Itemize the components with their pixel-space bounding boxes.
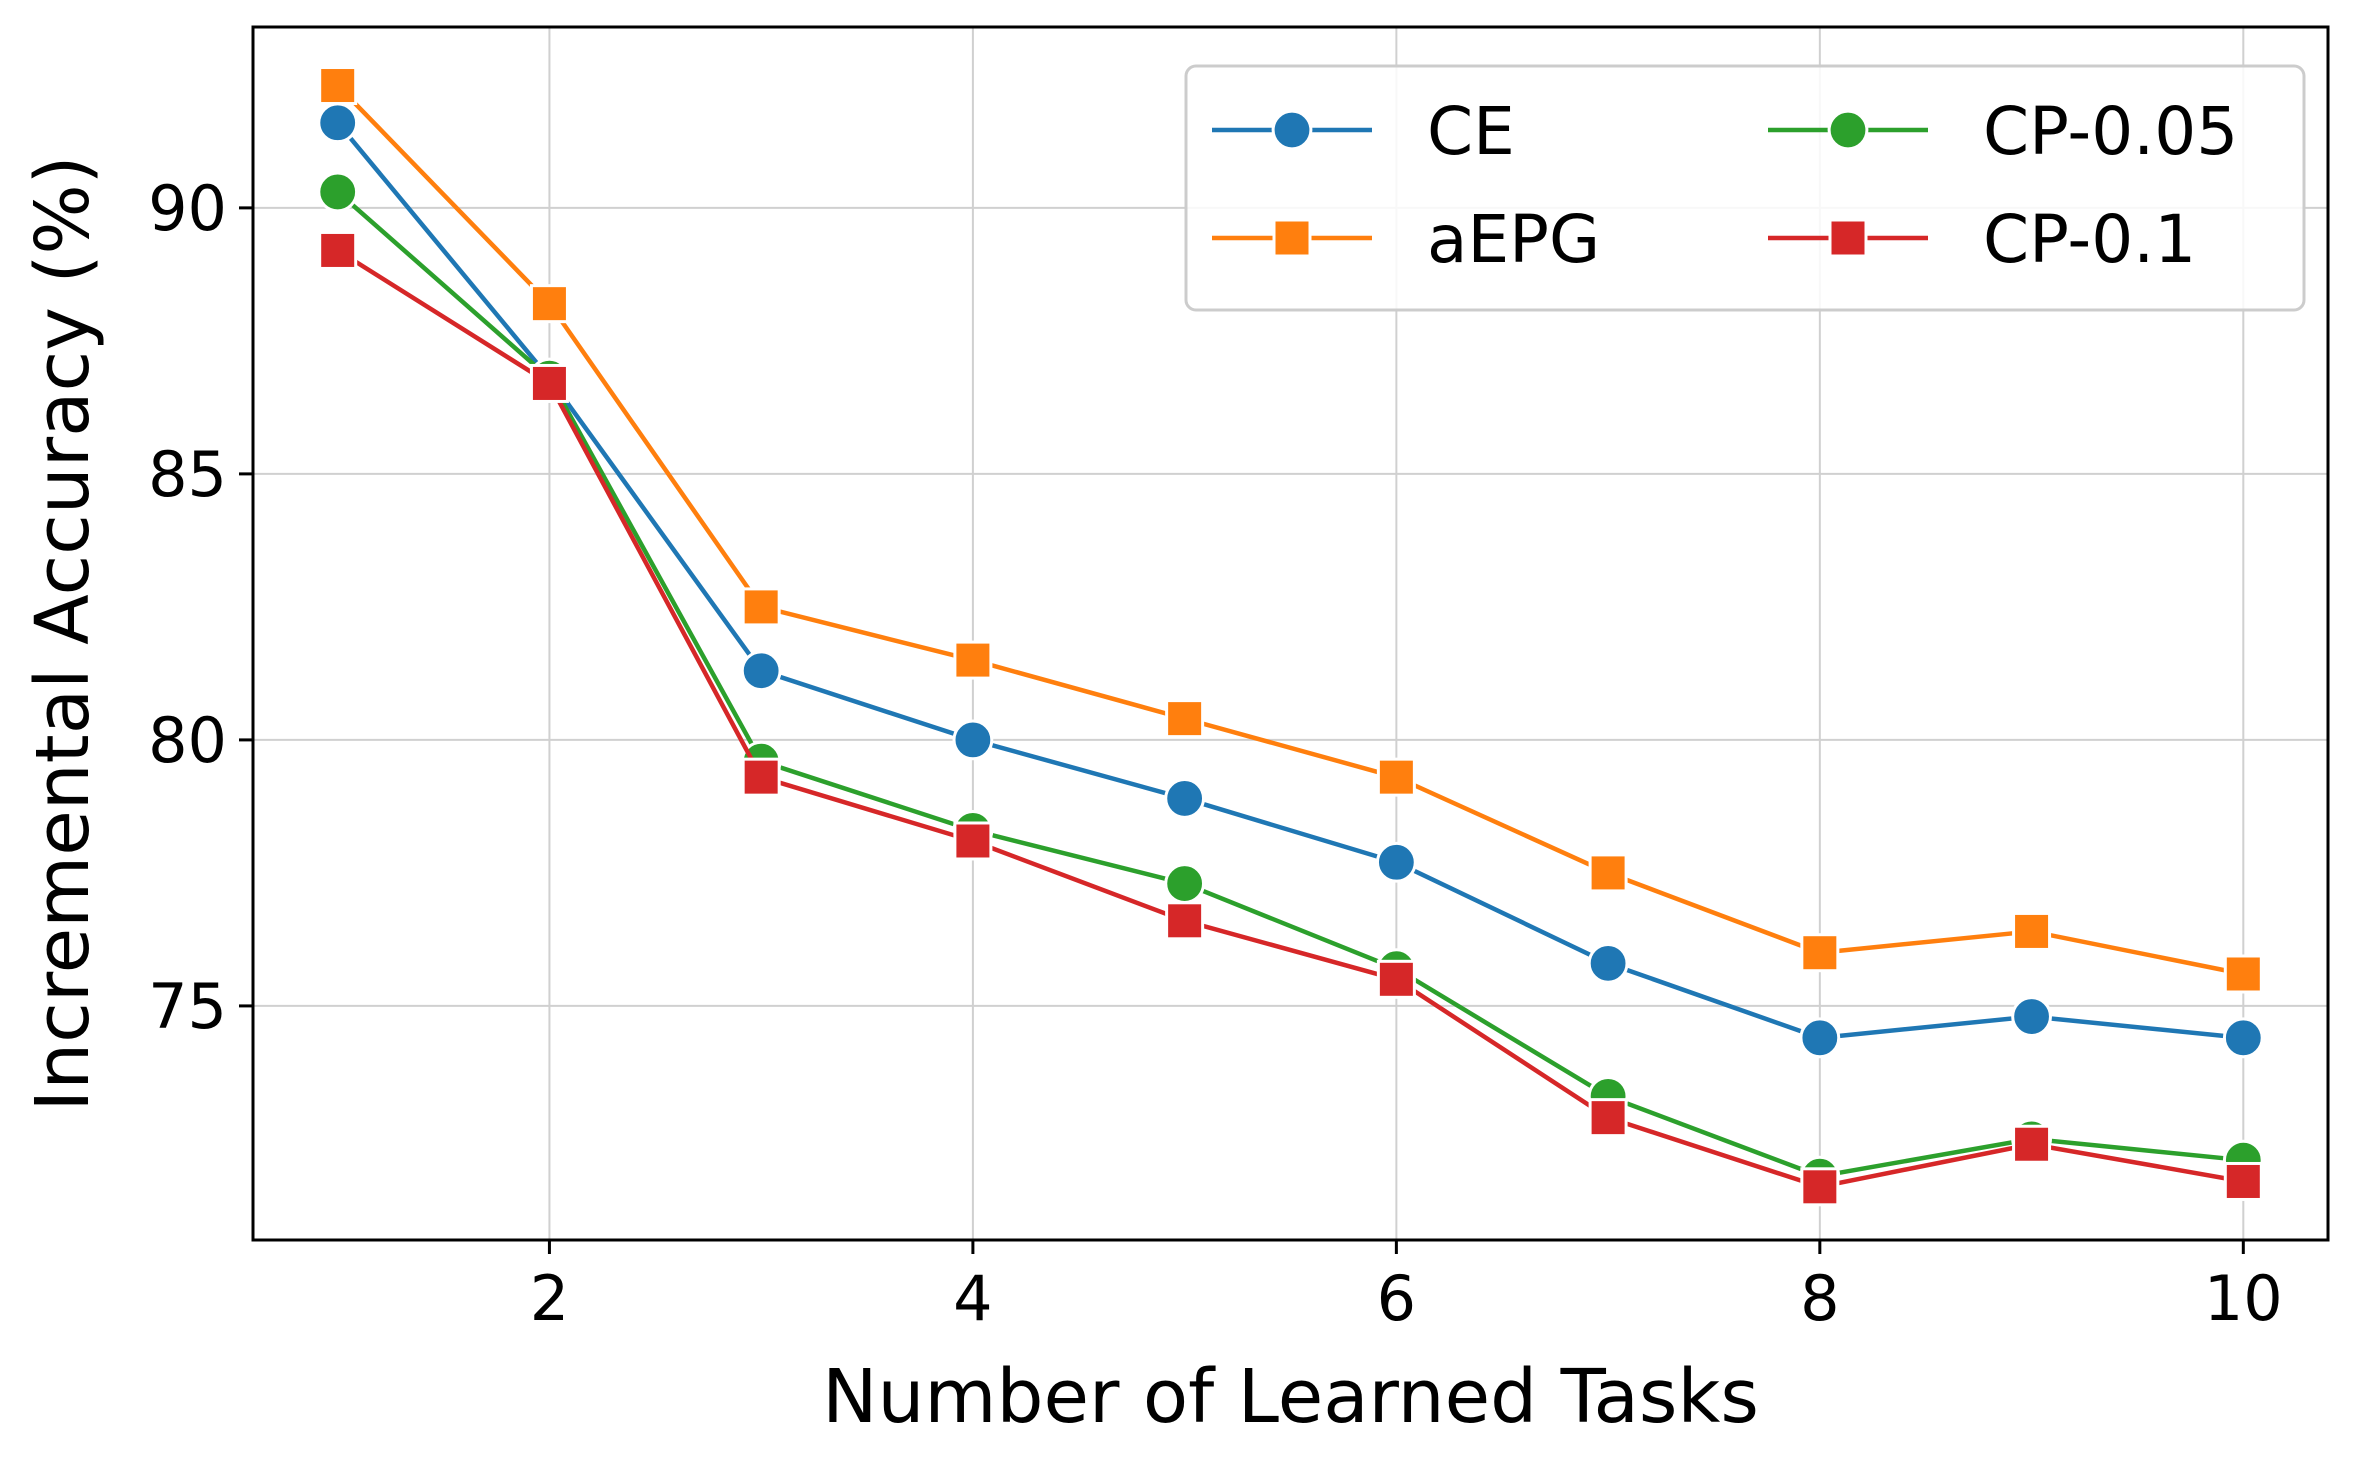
legend-label-aepg: aEPG xyxy=(1427,201,1600,278)
data-point-cp-0-1 xyxy=(1165,901,1205,941)
legend-marker-aepg xyxy=(1272,218,1312,258)
legend-marker-ce xyxy=(1271,109,1313,151)
series-cp-0-05 xyxy=(317,171,2264,1197)
legend-item-ce: CE xyxy=(1212,93,1515,170)
data-point-aepg xyxy=(318,66,358,106)
legend-marker-cp-0-1 xyxy=(1828,218,1868,258)
data-point-ce xyxy=(1799,1017,1841,1059)
y-tick-label: 75 xyxy=(148,970,227,1043)
data-point-cp-0-1 xyxy=(318,230,358,270)
legend-label-cp-0-1: CP-0.1 xyxy=(1983,201,2196,278)
data-point-aepg xyxy=(1800,933,1840,973)
data-point-cp-0-1 xyxy=(1376,959,1416,999)
x-tick-label: 2 xyxy=(530,1262,569,1335)
x-tick-label: 4 xyxy=(953,1262,992,1335)
legend-marker-cp-0-05 xyxy=(1827,109,1869,151)
data-point-cp-0-05 xyxy=(317,171,359,213)
data-point-cp-0-05 xyxy=(1164,863,1206,904)
data-point-aepg xyxy=(2223,954,2263,994)
data-point-ce xyxy=(2222,1017,2264,1059)
data-point-ce xyxy=(1587,942,1629,984)
data-point-aepg xyxy=(529,284,569,324)
series-layer xyxy=(317,66,2264,1207)
legend-item-cp-0-05: CP-0.05 xyxy=(1768,93,2238,170)
legend-item-aepg: aEPG xyxy=(1212,201,1600,278)
legend-items: CE aEPG CP-0.05 CP-0.1 xyxy=(1212,93,2238,278)
data-point-cp-0-1 xyxy=(2223,1161,2263,1201)
data-point-aepg xyxy=(741,587,781,627)
data-point-ce xyxy=(952,719,994,761)
series-cp-0-1 xyxy=(318,230,2263,1207)
plot-area-frame xyxy=(251,25,2330,1242)
data-point-ce xyxy=(740,650,782,692)
series-aepg xyxy=(318,66,2263,994)
data-point-aepg xyxy=(1376,757,1416,797)
data-point-aepg xyxy=(1588,853,1628,893)
x-tick-label: 10 xyxy=(2204,1262,2283,1335)
data-point-cp-0-1 xyxy=(2012,1124,2052,1164)
legend-box xyxy=(1184,64,2306,312)
data-point-ce xyxy=(2011,996,2052,1037)
legend: CE aEPG CP-0.05 CP-0.1 xyxy=(1184,64,2306,312)
x-tick-label: 6 xyxy=(1377,1262,1416,1335)
data-point-cp-0-1 xyxy=(1800,1167,1840,1207)
series-line-aepg xyxy=(336,83,2244,977)
data-point-cp-0-1 xyxy=(953,821,993,861)
legend-label-ce: CE xyxy=(1427,93,1515,170)
data-point-cp-0-1 xyxy=(1588,1098,1628,1138)
y-tick-label: 90 xyxy=(148,172,227,245)
data-point-aepg xyxy=(953,640,993,680)
y-tick-label: 85 xyxy=(148,438,227,511)
data-point-cp-0-1 xyxy=(529,363,569,403)
data-point-ce xyxy=(1375,841,1417,883)
y-tick-label: 80 xyxy=(148,704,227,777)
x-tick-label: 8 xyxy=(1800,1262,1839,1335)
data-point-ce xyxy=(1164,778,1206,819)
series-line-ce xyxy=(335,121,2244,1041)
data-point-cp-0-1 xyxy=(741,757,781,797)
y-axis-label: Incremental Accuracy (%) xyxy=(20,155,106,1111)
data-point-aepg xyxy=(2012,911,2052,951)
legend-item-cp-0-1: CP-0.1 xyxy=(1768,201,2196,278)
series-line-cp-0-1 xyxy=(336,248,2244,1190)
x-axis-label: Number of Learned Tasks xyxy=(822,1354,1759,1440)
axis-ticks: 2 4 6 8 10 75 80 85 90 xyxy=(148,172,2283,1335)
data-point-aepg xyxy=(1165,699,1205,739)
data-point-ce xyxy=(317,102,359,144)
legend-label-cp-0-05: CP-0.05 xyxy=(1983,93,2238,170)
series-line-cp-0-05 xyxy=(336,190,2244,1179)
